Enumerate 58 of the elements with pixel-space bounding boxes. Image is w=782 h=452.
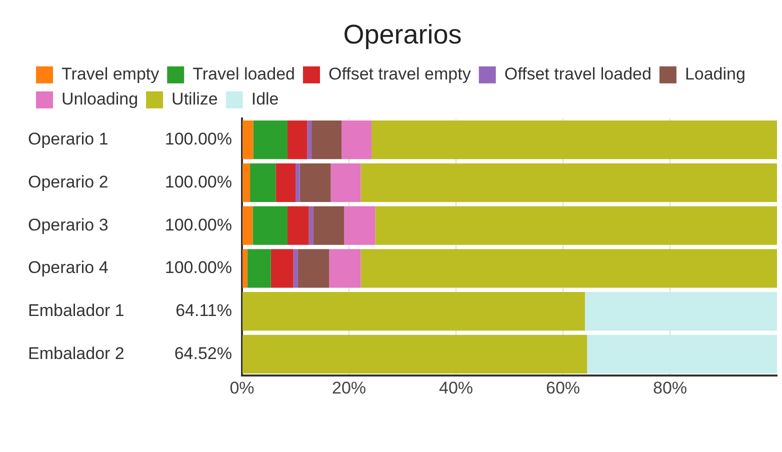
text: 100.00% [164,130,232,149]
bar [242,120,254,160]
text: 100.00% [164,215,232,234]
bar [330,163,361,202]
bar [242,292,585,331]
chart-title: Operarios [343,20,462,50]
bar [360,163,777,202]
bar [313,206,344,245]
y-tick-label: Embalador 1 [28,300,124,320]
text: 100.00% [164,258,232,278]
text: 100.00% [164,172,232,192]
bar [360,249,777,288]
legend-label: Travel loaded [192,64,295,84]
x-tick-label: 0% [230,378,254,398]
x-tick-label: 80% [652,378,688,398]
bar [287,206,309,245]
bar [312,120,342,160]
bar [242,249,248,288]
y-tick-label: Operario 1 [28,130,108,149]
y-tick-label: Operario 3 [28,215,108,234]
y-tick-label: Operario 2 [28,172,108,192]
bar [308,206,314,245]
bar [307,120,312,160]
bar [253,120,288,160]
bar [298,249,330,288]
bar [584,292,777,331]
y-tick-label: Embalador 2 [28,344,124,363]
bar [375,206,777,245]
x-tick-label: 60% [546,378,580,398]
bar [587,334,777,374]
legend-label: Utilize [172,90,218,109]
bar [242,206,253,245]
x-tick-label: 20% [332,378,366,398]
legend-label: Offset travel loaded [504,64,652,84]
bar [270,249,294,288]
bar [344,206,376,245]
x-tick-label: 40% [438,378,474,398]
legend-label: Unloading [62,90,138,109]
bar [329,249,361,288]
bar [242,163,250,202]
legend-label: Idle [251,90,279,109]
bar [242,334,588,374]
legend-label: Offset travel empty [328,64,472,84]
bar [300,163,331,202]
bar [293,249,298,288]
legend-label: Loading [684,64,746,84]
bar [287,120,308,160]
y-tick-label: Operario 4 [28,258,108,278]
bar [296,163,300,202]
bar [250,163,276,202]
bar [247,249,271,288]
bar [371,120,777,160]
bar [342,120,372,160]
text: 64.52% [174,344,232,363]
legend-label: Travel empty [62,64,160,84]
bar [276,163,296,202]
bar [252,206,288,245]
text: 64.11% [176,300,232,320]
